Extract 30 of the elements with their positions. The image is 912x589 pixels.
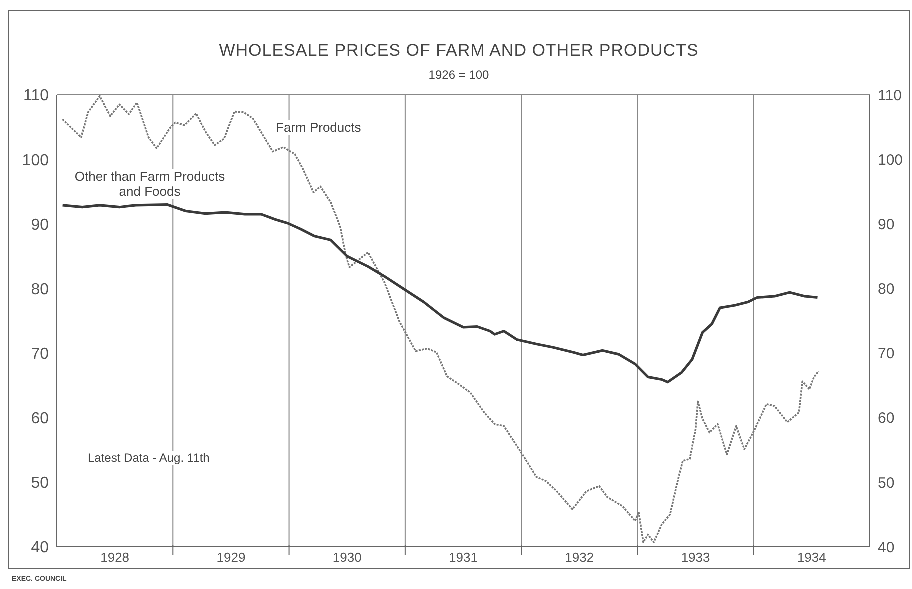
y2-tick-label: 110 [878,87,902,104]
line-series [62,203,820,384]
chart-subtitle: 1926 = 100 [428,68,490,82]
y-tick-label: 40 [31,540,50,557]
line-series [62,95,820,544]
chart-title: WHOLESALE PRICES OF FARM AND OTHER PRODUCTS [218,41,700,61]
x-tick-label: 1928 [100,550,130,565]
y-tick-label: 80 [31,281,50,298]
series-label: Other than Farm Products and Foods [66,169,234,199]
series-label: Farm Products [276,120,376,135]
x-tick-label: 1932 [565,550,594,565]
y2-tick-label: 60 [878,410,895,428]
y-tick-label: 90 [31,216,50,234]
y2-tick-label: 90 [878,216,895,234]
x-tick-label: 1929 [216,550,246,565]
x-tick-label: 1933 [681,550,710,565]
x-tick-label: 1931 [449,550,478,565]
y-tick-label: 60 [31,410,50,428]
y-tick-label: 100 [22,152,50,170]
x-tick-label: 1930 [332,550,362,565]
x-tick-label: 1934 [797,550,826,565]
y-tick-label: 110 [23,88,50,105]
y2-tick-label: 100 [878,152,904,169]
y2-tick-label: 70 [878,346,895,363]
annotation: Latest Data - Aug. 11th [88,451,210,465]
y2-tick-label: 80 [878,281,895,298]
y2-tick-label: 50 [878,474,895,492]
y-tick-label: 70 [31,346,50,363]
y2-tick-label: 40 [878,539,895,556]
y-tick-label: 50 [31,475,50,492]
